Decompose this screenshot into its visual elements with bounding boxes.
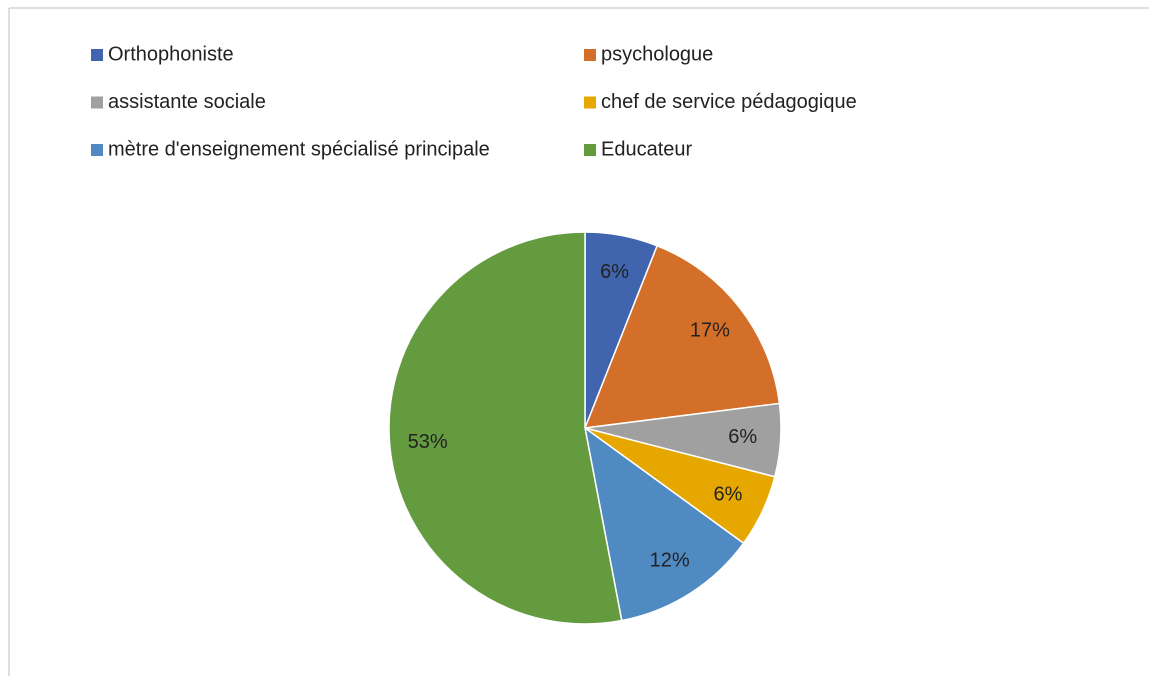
legend-swatch [91, 49, 103, 61]
legend-swatch [91, 96, 103, 109]
data-label: 53% [408, 431, 448, 453]
data-label: 6% [714, 484, 743, 506]
legend-label: psychologue [601, 43, 713, 65]
legend-swatch [584, 144, 596, 156]
data-label: 6% [600, 261, 629, 283]
legend-swatch [584, 96, 596, 109]
legend-label: Educateur [601, 138, 693, 160]
data-label: 12% [650, 550, 690, 572]
legend-label: chef de service pédagogique [601, 91, 857, 113]
pie-slice [583, 426, 745, 622]
legend-label: Orthophoniste [108, 43, 234, 65]
legend-swatch [91, 144, 103, 156]
legend-label: assistante sociale [108, 91, 266, 113]
legend-swatch [584, 49, 596, 61]
data-label: 6% [728, 426, 757, 448]
pie-slice [583, 244, 781, 429]
data-label: 17% [690, 319, 730, 341]
pie-slice [388, 231, 623, 625]
legend-label: mètre d'enseignement spécialisé principa… [108, 138, 490, 160]
